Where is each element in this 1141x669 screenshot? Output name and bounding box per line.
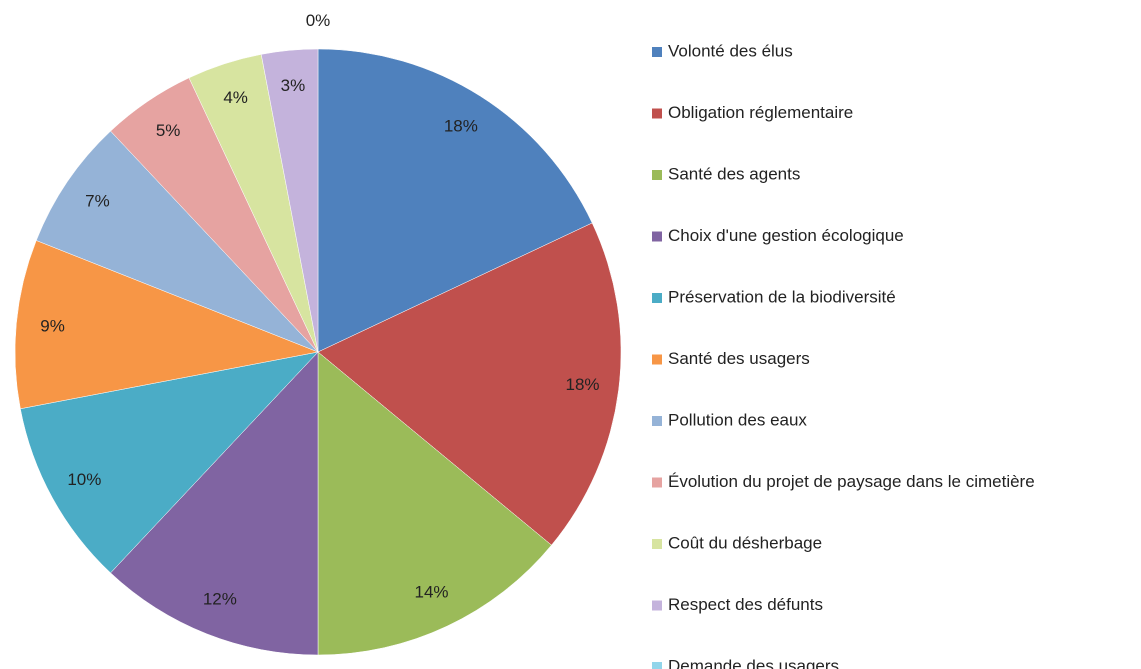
pie-slice — [260, 48, 319, 353]
data-label: 18% — [566, 375, 600, 394]
pie-slice — [317, 222, 622, 546]
pie-slice — [20, 351, 319, 574]
legend: Volonté des élus Obligation réglementaire… — [652, 41, 1035, 669]
pie-slice — [14, 240, 319, 410]
legend-label: Demande des usagers — [668, 656, 839, 669]
legend-label: Respect des défunts — [668, 595, 823, 614]
legend-swatch — [652, 170, 662, 180]
legend-swatch — [652, 600, 662, 611]
legend-swatch — [652, 662, 662, 669]
legend-swatch — [652, 416, 662, 426]
data-label: 14% — [415, 583, 449, 602]
pie-slice — [35, 130, 319, 353]
legend-swatch — [652, 354, 662, 365]
data-label: 9% — [40, 316, 65, 335]
legend-label: Santé des usagers — [668, 349, 810, 368]
legend-label: Évolution du projet de paysage dans le c… — [668, 472, 1035, 491]
data-label: 5% — [156, 121, 181, 140]
pie: 18% 18% 14% 12% 10% 9% 7% 5% 4% 3% 0% — [14, 11, 622, 656]
legend-swatch — [652, 231, 662, 242]
legend-label: Préservation de la biodiversité — [668, 287, 896, 306]
data-label: 7% — [85, 192, 110, 211]
legend-swatch — [652, 477, 662, 488]
legend-label: Choix d'une gestion écologique — [668, 226, 904, 245]
data-label: 12% — [203, 589, 237, 608]
legend-swatch — [652, 47, 662, 57]
legend-swatch — [652, 539, 662, 549]
legend-label: Pollution des eaux — [668, 410, 807, 429]
pie-slice — [110, 351, 319, 656]
pie-slice — [317, 48, 593, 353]
data-label: 0% — [306, 11, 331, 30]
legend-swatch — [652, 108, 662, 119]
legend-label: Obligation réglementaire — [668, 103, 853, 122]
data-label: 4% — [223, 88, 248, 107]
legend-label: Volonté des élus — [668, 41, 793, 60]
data-label: 18% — [444, 116, 478, 135]
legend-label: Santé des agents — [668, 164, 800, 183]
legend-swatch — [652, 293, 662, 303]
pie-slice — [317, 351, 552, 656]
data-label: 10% — [67, 470, 101, 489]
legend-label: Coût du désherbage — [668, 533, 822, 552]
data-label: 3% — [281, 76, 306, 95]
